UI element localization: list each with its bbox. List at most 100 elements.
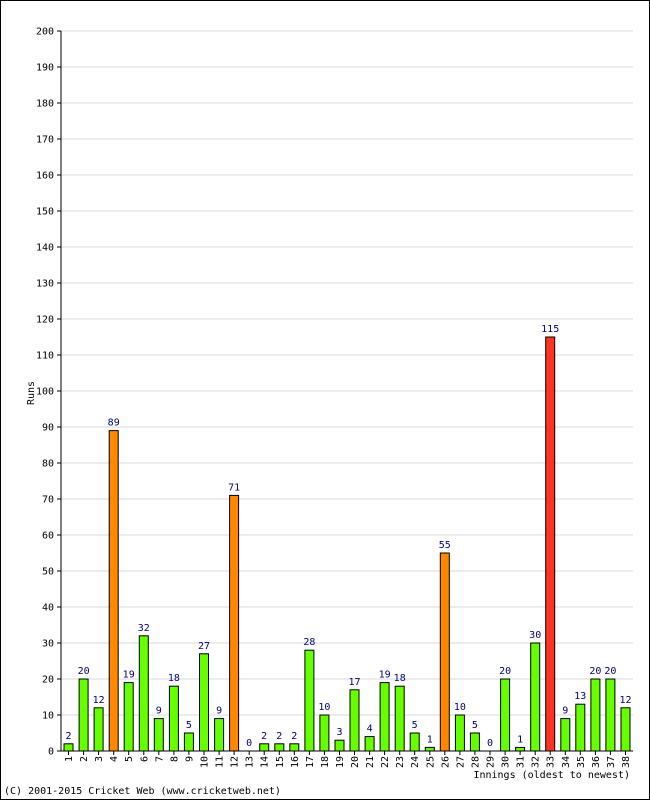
data-label: 9: [156, 706, 162, 717]
data-label: 27: [198, 641, 210, 652]
y-tick-label: 200: [36, 27, 54, 38]
y-tick-label: 170: [36, 135, 54, 146]
x-tick-label: 35: [576, 756, 587, 768]
x-tick-label: 32: [531, 756, 542, 768]
x-tick-label: 19: [335, 756, 346, 768]
data-label: 5: [412, 720, 418, 731]
data-label: 3: [336, 727, 342, 738]
y-tick-label: 20: [42, 675, 54, 686]
bar: [138, 635, 149, 752]
bar: [469, 732, 480, 752]
x-tick-label: 6: [139, 756, 150, 762]
x-tick-label: 27: [455, 756, 466, 768]
x-tick-label: 11: [215, 756, 226, 768]
y-tick-label: 60: [42, 531, 54, 542]
bar: [424, 746, 435, 752]
bar: [575, 703, 586, 752]
x-tick-label: 2: [79, 756, 90, 762]
y-tick-label: 160: [36, 171, 54, 182]
bar: [319, 714, 330, 752]
y-tick-label: 140: [36, 243, 54, 254]
data-label: 5: [186, 720, 192, 731]
bar: [93, 707, 104, 752]
bar: [545, 336, 556, 752]
x-tick-label: 4: [109, 756, 120, 762]
y-tick-label: 80: [42, 459, 54, 470]
y-tick-label: 30: [42, 639, 54, 650]
bar: [590, 678, 601, 752]
data-label: 1: [427, 734, 433, 745]
x-axis-title: Innings (oldest to newest): [473, 770, 630, 781]
x-tick-label: 33: [546, 756, 557, 768]
data-label: 10: [318, 702, 330, 713]
x-tick-label: 38: [621, 756, 632, 768]
bar: [63, 743, 74, 752]
x-tick-label: 1: [64, 756, 75, 762]
data-label: 10: [454, 702, 466, 713]
bar: [304, 649, 315, 752]
x-tick-label: 23: [395, 756, 406, 768]
x-tick-label: 30: [501, 756, 512, 768]
data-label: 19: [379, 670, 391, 681]
x-tick-label: 16: [290, 756, 301, 768]
x-tick-label: 24: [410, 756, 421, 768]
x-tick-label: 26: [440, 756, 451, 768]
data-label: 2: [261, 731, 267, 742]
data-label: 19: [123, 670, 135, 681]
bar: [364, 736, 375, 752]
data-label: 0: [246, 738, 252, 749]
data-label: 20: [604, 666, 616, 677]
y-tick-label: 120: [36, 315, 54, 326]
x-tick-label: 28: [470, 756, 481, 768]
bar: [500, 678, 511, 752]
y-tick-label: 150: [36, 207, 54, 218]
y-tick-label: 50: [42, 567, 54, 578]
data-label: 18: [394, 673, 406, 684]
x-tick-label: 36: [591, 756, 602, 768]
x-tick-label: 10: [200, 756, 211, 768]
x-tick-label: 5: [124, 756, 135, 762]
data-label: 18: [168, 673, 180, 684]
data-label: 20: [499, 666, 511, 677]
x-tick-label: 20: [350, 756, 361, 768]
y-tick-label: 100: [36, 387, 54, 398]
data-label: 12: [93, 695, 105, 706]
data-label: 55: [439, 540, 451, 551]
bar: [454, 714, 465, 752]
y-tick-label: 190: [36, 63, 54, 74]
bar: [515, 746, 526, 752]
y-tick-label: 130: [36, 279, 54, 290]
bar: [349, 689, 360, 752]
bar: [605, 678, 616, 752]
data-label: 30: [529, 630, 541, 641]
data-label: 12: [619, 695, 631, 706]
data-label: 32: [138, 623, 150, 634]
x-tick-label: 8: [169, 756, 180, 762]
bar: [229, 494, 240, 752]
y-tick-label: 90: [42, 423, 54, 434]
data-label: 89: [108, 418, 120, 429]
bar: [183, 732, 194, 752]
x-tick-label: 14: [260, 756, 271, 768]
data-label: 71: [228, 482, 240, 493]
x-tick-label: 18: [320, 756, 331, 768]
copyright-footer: (C) 2001-2015 Cricket Web (www.cricketwe…: [4, 786, 281, 797]
bar: [560, 718, 571, 752]
x-tick-label: 17: [305, 756, 316, 768]
bar: [289, 743, 300, 752]
x-tick-label: 34: [561, 756, 572, 768]
bar: [214, 718, 225, 752]
x-tick-label: 3: [94, 756, 105, 762]
y-tick-label: 110: [36, 351, 54, 362]
bar: [153, 718, 164, 752]
data-label: 1: [517, 734, 523, 745]
bar: [439, 552, 450, 752]
bar: [78, 678, 89, 752]
data-label: 17: [348, 677, 360, 688]
data-label: 2: [276, 731, 282, 742]
x-tick-label: 15: [275, 756, 286, 768]
data-label: 9: [216, 706, 222, 717]
x-tick-label: 37: [606, 756, 617, 768]
